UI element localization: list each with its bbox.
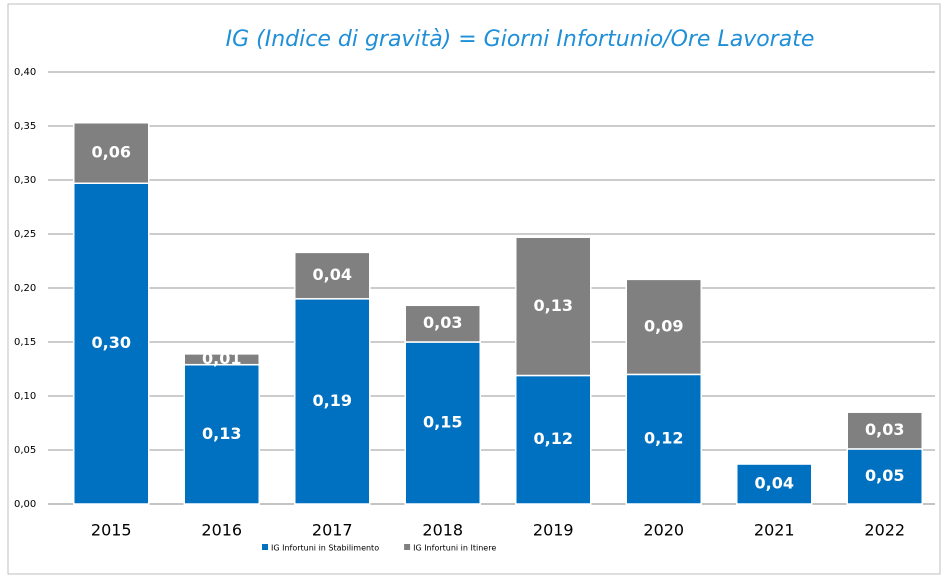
y-tick-label: 0,05 (14, 445, 36, 456)
x-tick-label: 2021 (754, 521, 795, 540)
legend-label: IG Infortuni in Itinere (413, 544, 496, 553)
x-tick-label: 2020 (643, 521, 684, 540)
data-label: 0,01 (202, 349, 241, 368)
chart-title: IG (Indice di gravità) = Giorni Infortun… (226, 27, 815, 52)
y-tick-label: 0,20 (14, 283, 36, 294)
bar-segment (404, 341, 481, 505)
legend-label: IG Infortuni in Stabilimento (271, 544, 379, 553)
legend-swatch (404, 544, 411, 550)
bar-segment (183, 363, 260, 505)
data-label: 0,04 (313, 265, 352, 284)
bar-segment (294, 298, 371, 505)
data-label: 0,06 (92, 143, 131, 162)
y-tick-label: 0,30 (14, 175, 36, 186)
bar-segment (625, 373, 702, 505)
bar-segment (294, 251, 371, 300)
y-tick-label: 0,40 (14, 67, 36, 78)
y-tick-label: 0,35 (14, 121, 36, 132)
y-tick-label: 0,25 (14, 229, 36, 240)
x-tick-label: 2016 (201, 521, 242, 540)
bar-segment (846, 448, 923, 505)
x-tick-label: 2022 (864, 521, 905, 540)
bar-segment (515, 374, 592, 505)
data-label: 0,19 (313, 391, 352, 410)
legend-swatch (262, 544, 268, 550)
bar-segment (183, 353, 260, 366)
x-tick-label: 2017 (312, 521, 353, 540)
data-label: 0,13 (202, 424, 241, 443)
x-tick-label: 2015 (91, 521, 132, 540)
x-tick-label: 2019 (533, 521, 574, 540)
data-label: 0,03 (423, 313, 462, 332)
bar-segment (404, 304, 481, 343)
y-tick-label: 0,10 (14, 391, 36, 402)
bar-segment (515, 236, 592, 377)
data-label: 0,12 (644, 429, 683, 448)
data-label: 0,12 (534, 429, 573, 448)
bar-segment (736, 463, 813, 505)
data-label: 0,03 (865, 420, 904, 439)
data-label: 0,15 (423, 413, 462, 432)
bar-segment (625, 278, 702, 376)
data-label: 0,04 (755, 474, 794, 493)
data-label: 0,30 (92, 333, 131, 352)
x-tick-label: 2018 (422, 521, 463, 540)
bar-segment (73, 122, 150, 184)
bar-segment (73, 182, 150, 505)
data-label: 0,05 (865, 466, 904, 485)
data-label: 0,13 (534, 296, 573, 315)
y-tick-label: 0,15 (14, 337, 36, 348)
y-tick-label: 0,00 (14, 499, 36, 510)
bar-segment (846, 411, 923, 450)
data-label: 0,09 (644, 316, 683, 335)
